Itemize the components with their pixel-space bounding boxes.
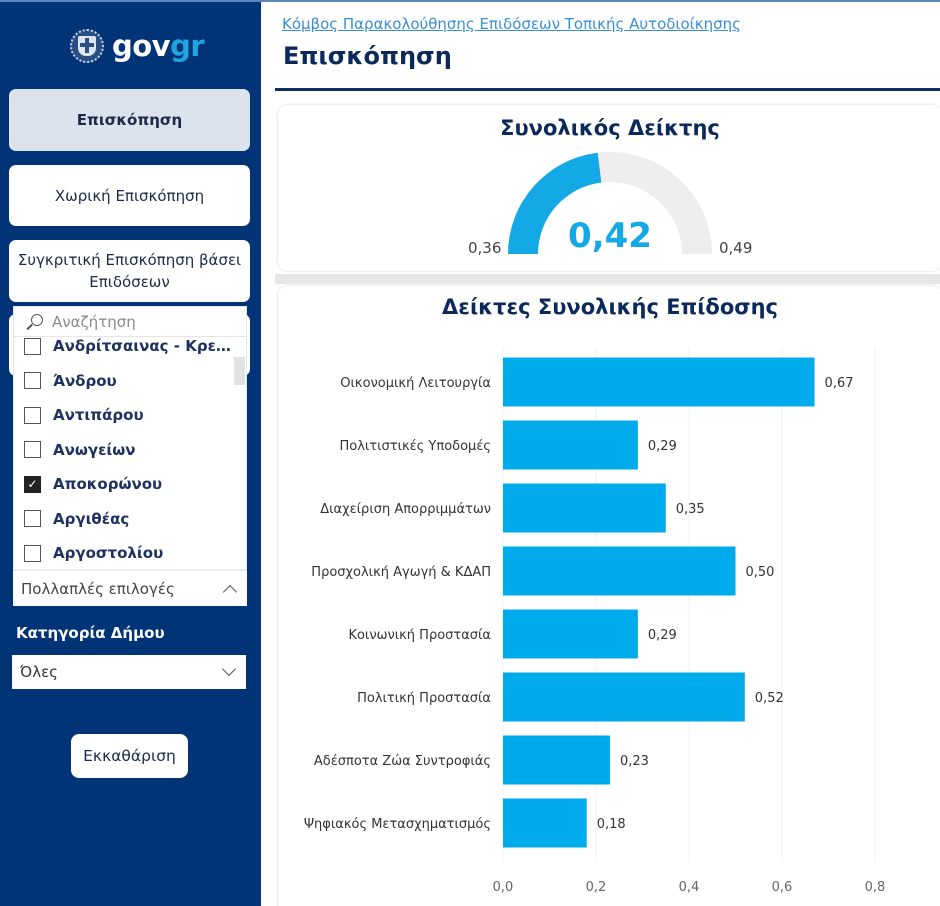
slicer-item[interactable]: Ανδρίτσαινας - Κρεσ... <box>14 329 234 364</box>
category-label: Προσχολική Αγωγή & ΚΔΑΠ <box>311 565 491 580</box>
bar-chart-title: Δείκτες Συνολικής Επίδοσης <box>442 295 778 319</box>
greek-coat-of-arms-icon <box>70 29 104 63</box>
breadcrumb-link[interactable]: Κόμβος Παρακολούθησης Επιδόσεων Τοπικής … <box>282 15 741 33</box>
sidebar: govgr Επισκόπηση Χωρική Επισκόπηση Συγκρ… <box>0 0 261 906</box>
checkbox[interactable] <box>24 372 41 390</box>
logo-text: govgr <box>112 29 205 63</box>
category-label: Αδέσποτα Ζώα Συντροφιάς <box>314 754 491 769</box>
category-label: Διαχείριση Απορριμμάτων <box>320 502 491 517</box>
bar[interactable] <box>503 672 745 722</box>
govgr-logo[interactable]: govgr <box>70 28 205 64</box>
performance-indicators-card: Δείκτες Συνολικής Επίδοσης 0,0 0,2 0,4 0,6 0… <box>278 286 940 906</box>
category-label: Ψηφιακός Μετασχηματισμός <box>304 817 491 832</box>
slicer-item[interactable]: ✓ Αποκορώνου <box>14 467 234 502</box>
gauge-value: 0,42 <box>568 216 652 256</box>
gauge-chart <box>508 152 712 254</box>
nav-overview[interactable]: Επισκόπηση <box>9 89 250 151</box>
checkbox[interactable] <box>24 510 41 528</box>
checkbox[interactable] <box>24 337 41 355</box>
main-content: Κόμβος Παρακολούθησης Επιδόσεων Τοπικής … <box>261 0 940 906</box>
search-icon <box>24 312 44 332</box>
page-title: Επισκόπηση <box>283 42 452 70</box>
category-filter-label: Κατηγορία Δήμου <box>16 624 165 642</box>
municipality-slicer-dropdown: Ανδρίτσαινας - Κρεσ... Άνδρου Αντιπάρου … <box>13 306 247 570</box>
category-label: Κοινωνική Προστασία <box>348 628 491 643</box>
bar[interactable] <box>503 420 638 470</box>
bar[interactable] <box>503 735 610 785</box>
selection-summary: Πολλαπλές επιλογές <box>21 579 175 598</box>
bar[interactable] <box>503 357 815 407</box>
title-divider <box>275 88 940 91</box>
slicer-item[interactable]: Αργιθέας <box>14 502 234 537</box>
checkbox-checked[interactable]: ✓ <box>24 475 41 493</box>
checkbox[interactable] <box>24 544 41 562</box>
data-label: 0,18 <box>597 817 626 832</box>
x-tick-label: 0,2 <box>586 880 607 895</box>
slicer-search[interactable] <box>14 307 246 337</box>
bar[interactable] <box>503 798 587 848</box>
slicer-item[interactable]: Αντιπάρου <box>14 398 234 433</box>
slicer-item[interactable]: Αργοστολίου <box>14 536 234 571</box>
data-label: 0,23 <box>620 754 649 769</box>
bar[interactable] <box>503 483 666 533</box>
data-label: 0,29 <box>648 439 677 454</box>
slicer-selection-toggle[interactable]: Πολλαπλές επιλογές <box>13 570 247 606</box>
gauge-min-label: 0,36 <box>468 239 502 257</box>
gauge-max-label: 0,49 <box>719 239 753 257</box>
data-label: 0,29 <box>648 628 677 643</box>
bar[interactable] <box>503 546 736 596</box>
x-tick-label: 0,4 <box>679 880 700 895</box>
data-label: 0,67 <box>825 376 854 391</box>
nav-spatial-overview[interactable]: Χωρική Επισκόπηση <box>9 165 250 226</box>
overall-index-card: Συνολικός Δείκτης 0,42 0,36 0,49 <box>278 105 940 271</box>
slicer-scrollbar[interactable] <box>234 357 245 385</box>
data-label: 0,35 <box>676 502 705 517</box>
x-tick-label: 0,0 <box>493 880 514 895</box>
slicer-search-input[interactable] <box>52 312 222 331</box>
clear-button[interactable]: Εκκαθάριση <box>71 734 188 778</box>
category-label: Πολιτιστικές Υποδομές <box>339 439 491 454</box>
gauge-fill <box>508 152 602 254</box>
data-label: 0,52 <box>755 691 784 706</box>
section-separator <box>275 274 940 284</box>
slicer-item[interactable]: Άνδρου <box>14 364 234 399</box>
checkbox[interactable] <box>24 406 41 424</box>
x-tick-label: 0,6 <box>772 880 793 895</box>
category-selected-value: Όλες <box>20 663 58 681</box>
data-label: 0,50 <box>746 565 775 580</box>
slicer-list: Ανδρίτσαινας - Κρεσ... Άνδρου Αντιπάρου … <box>14 329 234 571</box>
checkbox[interactable] <box>24 441 41 459</box>
nav-comparative-overview[interactable]: Συγκριτική Επισκόπηση βάσει Επιδόσεων <box>9 240 250 302</box>
category-label: Πολιτική Προστασία <box>357 691 491 706</box>
category-filter-select[interactable]: Όλες <box>12 655 246 689</box>
bar[interactable] <box>503 609 638 659</box>
gauge-title: Συνολικός Δείκτης <box>500 116 720 140</box>
category-label: Οικονομική Λειτουργία <box>340 376 491 391</box>
x-tick-label: 0,8 <box>865 880 886 895</box>
slicer-item[interactable]: Ανωγείων <box>14 433 234 468</box>
